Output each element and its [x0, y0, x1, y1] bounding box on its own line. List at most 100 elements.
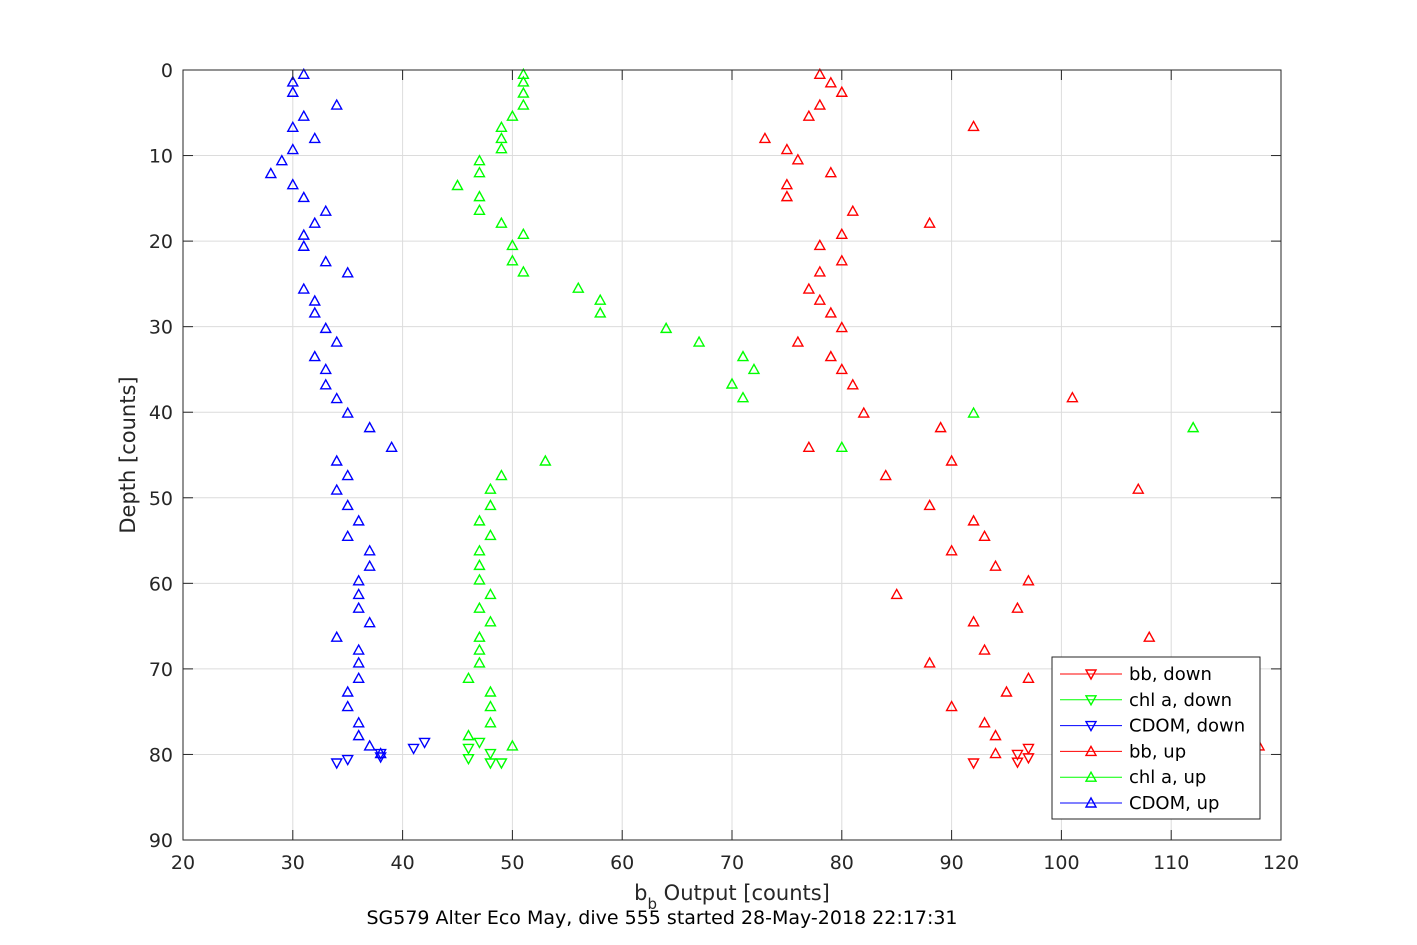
data-point-cdom-down	[341, 754, 354, 767]
data-point-cdom-down	[330, 758, 343, 770]
data-point-bb-up	[813, 265, 827, 277]
data-point-cdom-up	[352, 716, 365, 728]
data-point-cdom-up	[319, 204, 332, 216]
data-point-chl-a-up	[1186, 421, 1200, 433]
data-point-chl-a-up	[451, 179, 464, 191]
legend-marker	[1084, 720, 1098, 733]
x-tick-label: 110	[1153, 852, 1189, 874]
legend-label: CDOM, down	[1129, 716, 1245, 737]
data-point-bb-up	[890, 588, 903, 600]
x-axis-label: bb Output [counts]	[634, 881, 830, 913]
legend-label: bb, down	[1129, 664, 1212, 685]
data-point-cdom-up	[363, 739, 376, 751]
data-point-chl-a-up	[659, 321, 673, 334]
data-point-cdom-up	[308, 306, 321, 318]
data-point-bb-up	[791, 335, 805, 347]
data-point-cdom-up	[330, 630, 343, 642]
y-tick-label: 70	[149, 659, 173, 681]
data-point-cdom-up	[297, 228, 310, 240]
legend-label: chl a, down	[1129, 690, 1232, 711]
data-point-chl-a-up	[473, 656, 486, 668]
data-point-bb-up	[824, 76, 838, 88]
data-point-chl-a-up	[484, 528, 497, 541]
data-point-bb-up	[967, 120, 980, 132]
data-point-cdom-up	[363, 421, 376, 433]
data-point-chl-a-up	[539, 454, 552, 466]
legend-label: CDOM, up	[1129, 793, 1219, 814]
data-point-chl-a-up	[484, 499, 497, 511]
data-point-chl-a-up	[506, 109, 519, 121]
data-point-cdom-up	[297, 67, 310, 79]
data-point-bb-up	[1132, 482, 1145, 494]
data-markers	[264, 67, 1266, 770]
data-point-chl-a-up	[484, 482, 497, 494]
x-tick-label: 70	[720, 852, 744, 874]
legend-marker	[1084, 770, 1098, 782]
data-point-chl-a-up	[484, 716, 497, 728]
data-point-bb-up	[989, 747, 1002, 759]
data-point-chl-a-up	[473, 558, 486, 571]
data-point-cdom-up	[297, 239, 310, 251]
data-point-chl-a-up	[967, 406, 980, 418]
data-point-cdom-up	[319, 321, 332, 334]
data-point-bb-up	[802, 109, 816, 121]
data-point-chl-a-up	[473, 154, 486, 166]
data-point-cdom-up	[341, 529, 354, 541]
y-tick-label: 80	[149, 744, 173, 766]
data-point-bb-up	[978, 643, 991, 655]
data-point-chl-a-up	[725, 377, 739, 389]
data-point-chl-a-up	[495, 120, 508, 133]
data-point-cdom-up	[363, 544, 376, 556]
data-point-cdom-up	[341, 266, 354, 278]
data-point-cdom-up	[330, 335, 343, 347]
data-point-cdom-up	[341, 499, 354, 511]
data-point-cdom-up	[275, 154, 289, 166]
data-point-chl-a-up	[835, 440, 848, 452]
x-axis-label-subscript: b	[647, 895, 657, 913]
data-point-chl-a-down	[473, 737, 486, 749]
data-point-chl-a-up	[473, 166, 486, 178]
data-point-bb-up	[791, 153, 805, 165]
legend-label: chl a, up	[1129, 767, 1206, 788]
data-point-cdom-up	[352, 514, 365, 526]
data-point-cdom-up	[341, 685, 354, 697]
data-point-bb-up	[813, 293, 827, 305]
data-point-chl-a-down	[462, 754, 475, 766]
data-point-cdom-up	[297, 282, 310, 294]
data-point-bb-up	[989, 559, 1002, 571]
data-point-chl-a-down	[462, 743, 475, 755]
data-point-bb-up	[802, 282, 816, 294]
data-point-cdom-up	[363, 559, 376, 571]
data-point-bb-down	[1022, 743, 1035, 755]
data-point-bb-down	[1011, 757, 1024, 769]
data-point-chl-a-up	[692, 335, 706, 347]
data-point-bb-down	[1022, 753, 1035, 765]
data-point-cdom-up	[308, 294, 321, 306]
data-point-bb-up	[945, 700, 958, 712]
data-point-cdom-up	[308, 350, 321, 362]
data-point-bb-up	[802, 440, 816, 452]
data-point-bb-up	[967, 514, 980, 526]
y-tick-label: 50	[149, 488, 173, 510]
data-point-chl-a-up	[517, 75, 530, 87]
data-point-chl-a-up	[572, 281, 585, 293]
y-tick-label: 20	[149, 231, 173, 253]
x-tick-label: 50	[500, 852, 524, 874]
data-point-cdom-up	[352, 656, 365, 668]
y-tick-label: 90	[149, 830, 173, 852]
data-point-chl-a-up	[506, 739, 519, 751]
data-point-chl-a-up	[517, 86, 530, 98]
data-point-bb-down	[967, 758, 980, 770]
data-point-bb-up	[1066, 391, 1079, 403]
data-point-chl-a-up	[462, 671, 475, 683]
x-tick-label: 120	[1263, 852, 1299, 874]
x-axis-label-rest: Output [counts]	[657, 881, 830, 905]
legend-marker	[1084, 669, 1098, 681]
data-point-chl-a-up	[495, 469, 508, 481]
data-point-chl-a-down	[484, 748, 497, 761]
data-point-bb-up	[1000, 685, 1013, 697]
data-point-bb-up	[945, 544, 958, 556]
data-point-bb-up	[780, 143, 794, 155]
data-point-chl-a-down	[484, 758, 497, 770]
